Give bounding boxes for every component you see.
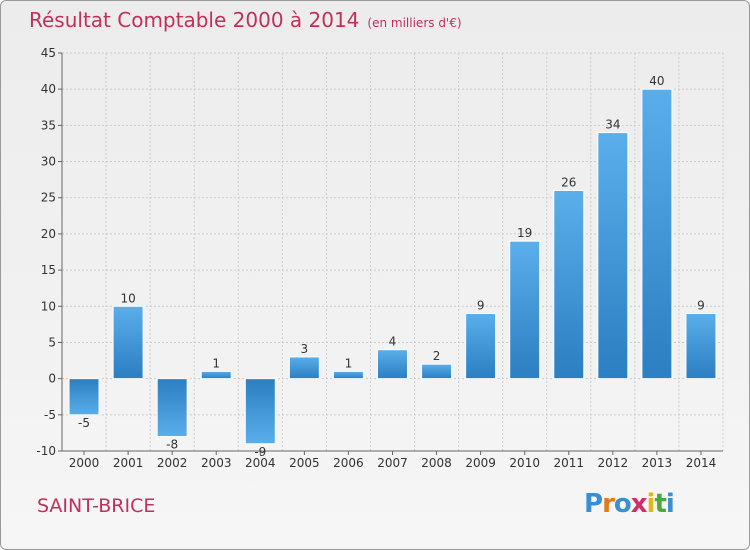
value-label: -8 [166, 438, 178, 452]
logo-letter: P [584, 489, 603, 519]
x-tick-label: 2012 [598, 456, 629, 470]
value-label: 9 [477, 299, 485, 313]
x-tick-label: 2011 [553, 456, 584, 470]
x-tick-label: 2014 [686, 456, 717, 470]
bar [685, 313, 717, 380]
x-tick-label: 2010 [509, 456, 540, 470]
x-tick-label: 2013 [642, 456, 673, 470]
y-tick-label: 20 [41, 227, 56, 241]
value-label: 9 [697, 299, 705, 313]
value-label: 1 [345, 356, 353, 370]
y-tick-label: 35 [41, 118, 56, 132]
logo-letter: x [630, 489, 648, 519]
bar [200, 370, 232, 380]
bar [377, 349, 408, 380]
logo-letter: i [665, 489, 675, 519]
x-axis-tick-labels: 2000 2001 2002 2003 2004 2005 2006 2007 2008 2009… [69, 451, 716, 470]
y-tick-label: 10 [41, 299, 56, 313]
x-tick-label: 2002 [157, 456, 188, 470]
value-label: 19 [517, 226, 532, 240]
x-tick-label: 2009 [465, 456, 496, 470]
logo-letter: o [613, 489, 632, 519]
value-label: 3 [301, 342, 309, 356]
x-tick-label: 2006 [333, 456, 364, 470]
value-labels: -5 10 -8 1 -9 3 1 4 2 9 19 26 34 40 9 [78, 74, 705, 459]
y-tick-label: -10 [36, 444, 56, 458]
chart-title: Résultat Comptable 2000 à 2014 (en millie… [29, 8, 462, 32]
y-axis-tick-labels: -10 -5 0 5 10 15 20 25 30 35 40 45 [36, 46, 56, 458]
commune-name: SAINT-BRICE [37, 495, 156, 517]
x-tick-label: 2000 [69, 456, 100, 470]
x-tick-label: 2003 [201, 456, 232, 470]
value-label: 40 [649, 74, 664, 88]
bar [112, 305, 144, 380]
chart-title-text: Résultat Comptable 2000 à 2014 [29, 8, 360, 32]
bar [68, 378, 100, 416]
bars [68, 88, 717, 445]
y-tick-label: 0 [48, 372, 56, 386]
bar [553, 189, 585, 380]
y-tick-label: 45 [41, 46, 56, 60]
x-tick-label: 2004 [245, 456, 276, 470]
value-label: 26 [561, 175, 576, 189]
y-tick-label: 25 [41, 191, 56, 205]
value-label: 10 [120, 291, 135, 305]
bar [156, 378, 188, 438]
proxiti-logo: Proxiti [584, 489, 675, 519]
bar [509, 240, 541, 380]
y-tick-label: -5 [44, 408, 56, 422]
x-tick-label: 2007 [377, 456, 408, 470]
value-label: -9 [254, 445, 266, 459]
x-tick-label: 2001 [113, 456, 144, 470]
chart-unit: (en milliers d'€) [367, 16, 462, 30]
bar [288, 356, 320, 380]
x-tick-label: 2005 [289, 456, 320, 470]
y-tick-label: 30 [41, 155, 56, 169]
logo-letter: r [602, 489, 615, 519]
bar [641, 88, 673, 380]
value-label: 2 [433, 349, 441, 363]
y-tick-label: 15 [41, 263, 56, 277]
bar [244, 378, 276, 445]
value-label: 4 [389, 335, 397, 349]
logo-letter: t [654, 489, 666, 519]
y-tick-label: 40 [41, 82, 56, 96]
x-tick-label: 2008 [421, 456, 452, 470]
value-label: 34 [605, 118, 620, 132]
value-label: 1 [212, 356, 220, 370]
logo-letter: i [646, 489, 656, 519]
bar [332, 370, 364, 380]
y-tick-label: 5 [48, 335, 56, 349]
bar [421, 363, 453, 380]
bar [597, 132, 629, 380]
value-label: -5 [78, 416, 90, 430]
grid-lines [58, 52, 724, 452]
bar [465, 313, 497, 380]
